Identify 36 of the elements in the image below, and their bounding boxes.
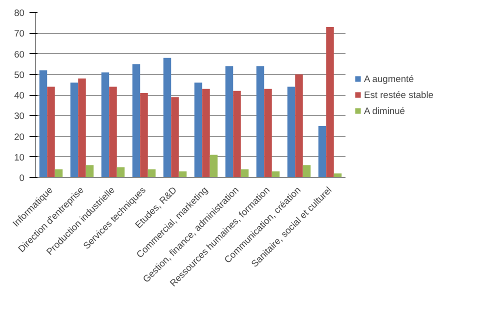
- bar: [256, 66, 264, 178]
- bar: [163, 58, 172, 178]
- y-tick-label: 20: [14, 132, 25, 142]
- y-tick-label: 40: [14, 90, 25, 100]
- bar: [78, 78, 86, 178]
- y-tick-label: 70: [14, 28, 25, 39]
- y-tick-label: 60: [14, 49, 25, 60]
- bar: [171, 97, 179, 178]
- bar: [287, 86, 296, 178]
- bar: [225, 66, 234, 178]
- bar: [132, 64, 140, 178]
- bar: [210, 154, 218, 178]
- bar: [70, 82, 78, 178]
- bar: [47, 86, 55, 178]
- bar: [86, 165, 94, 178]
- legend-label: Est restée stable: [364, 90, 434, 100]
- bar: [194, 82, 202, 178]
- y-tick-label: 0: [19, 173, 25, 183]
- bar: [116, 167, 125, 178]
- y-tick-label: 10: [14, 152, 25, 162]
- bar: [109, 86, 117, 178]
- y-tick-label: 80: [14, 8, 25, 18]
- bar: [295, 74, 303, 178]
- bar: [326, 26, 334, 178]
- legend-label: A diminué: [364, 106, 405, 116]
- y-tick-label: 30: [14, 111, 25, 122]
- bar: [140, 92, 148, 178]
- legend-label: A augmenté: [364, 74, 414, 84]
- bar: [101, 72, 110, 178]
- y-tick-label: 50: [14, 70, 25, 80]
- bar: [264, 88, 272, 178]
- bar: [318, 126, 326, 178]
- bar: [202, 88, 210, 178]
- bar: [39, 70, 48, 178]
- bar: [233, 90, 241, 178]
- bar: [302, 165, 311, 178]
